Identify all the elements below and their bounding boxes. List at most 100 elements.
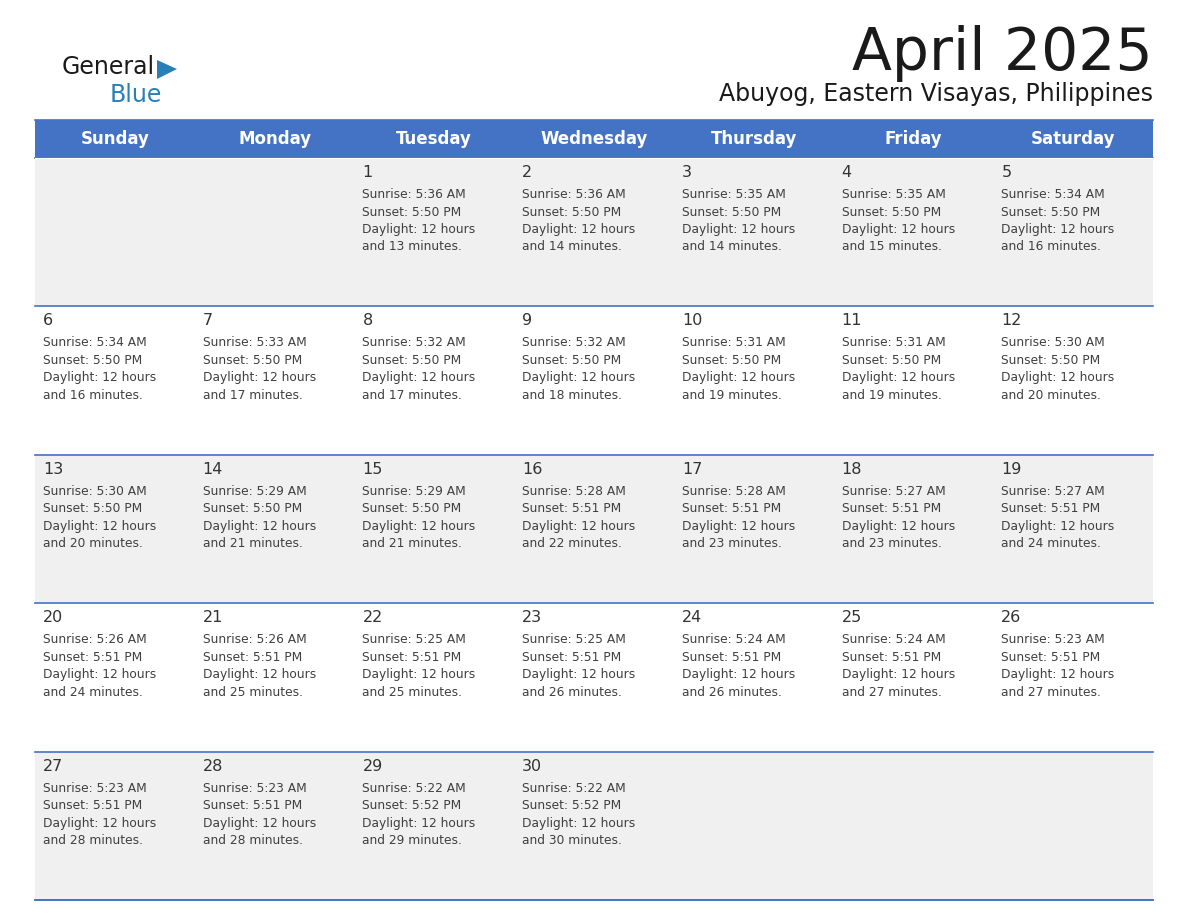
Text: 29: 29	[362, 758, 383, 774]
Text: Sunset: 5:51 PM: Sunset: 5:51 PM	[841, 502, 941, 515]
Text: Daylight: 12 hours: Daylight: 12 hours	[682, 668, 795, 681]
Bar	[34, 603, 1154, 752]
Text: Sunset: 5:51 PM: Sunset: 5:51 PM	[682, 651, 781, 664]
Text: 7: 7	[203, 313, 213, 329]
Text: 16: 16	[523, 462, 543, 476]
Text: Daylight: 12 hours: Daylight: 12 hours	[841, 668, 955, 681]
Text: Monday: Monday	[238, 130, 311, 148]
Text: and 24 minutes.: and 24 minutes.	[43, 686, 143, 699]
Text: and 14 minutes.: and 14 minutes.	[523, 241, 623, 253]
Text: Daylight: 12 hours: Daylight: 12 hours	[43, 520, 157, 532]
Text: Sunrise: 5:23 AM: Sunrise: 5:23 AM	[43, 781, 147, 795]
Text: Sunset: 5:50 PM: Sunset: 5:50 PM	[523, 354, 621, 367]
Text: and 13 minutes.: and 13 minutes.	[362, 241, 462, 253]
Text: and 21 minutes.: and 21 minutes.	[362, 537, 462, 550]
Text: and 26 minutes.: and 26 minutes.	[682, 686, 782, 699]
Text: Sunrise: 5:36 AM: Sunrise: 5:36 AM	[523, 188, 626, 201]
Text: and 16 minutes.: and 16 minutes.	[43, 389, 143, 402]
Text: and 18 minutes.: and 18 minutes.	[523, 389, 623, 402]
Text: Daylight: 12 hours: Daylight: 12 hours	[43, 817, 157, 830]
Text: Sunset: 5:51 PM: Sunset: 5:51 PM	[841, 651, 941, 664]
Text: Daylight: 12 hours: Daylight: 12 hours	[682, 372, 795, 385]
Polygon shape	[157, 60, 177, 79]
Text: Sunrise: 5:34 AM: Sunrise: 5:34 AM	[1001, 188, 1105, 201]
Text: Sunrise: 5:30 AM: Sunrise: 5:30 AM	[43, 485, 147, 498]
Text: Daylight: 12 hours: Daylight: 12 hours	[203, 372, 316, 385]
Text: Sunrise: 5:26 AM: Sunrise: 5:26 AM	[43, 633, 147, 646]
Text: Daylight: 12 hours: Daylight: 12 hours	[523, 668, 636, 681]
Text: Sunrise: 5:27 AM: Sunrise: 5:27 AM	[841, 485, 946, 498]
Text: 14: 14	[203, 462, 223, 476]
Text: Daylight: 12 hours: Daylight: 12 hours	[1001, 372, 1114, 385]
Bar	[34, 120, 1154, 158]
Text: Blue: Blue	[110, 83, 163, 107]
Text: and 25 minutes.: and 25 minutes.	[203, 686, 303, 699]
Text: and 21 minutes.: and 21 minutes.	[203, 537, 303, 550]
Text: Sunset: 5:51 PM: Sunset: 5:51 PM	[362, 651, 462, 664]
Text: Sunset: 5:51 PM: Sunset: 5:51 PM	[523, 651, 621, 664]
Text: Daylight: 12 hours: Daylight: 12 hours	[43, 668, 157, 681]
Text: and 20 minutes.: and 20 minutes.	[1001, 389, 1101, 402]
Text: 13: 13	[43, 462, 63, 476]
Text: Sunrise: 5:35 AM: Sunrise: 5:35 AM	[682, 188, 785, 201]
Text: Sunset: 5:50 PM: Sunset: 5:50 PM	[362, 502, 462, 515]
Text: Daylight: 12 hours: Daylight: 12 hours	[362, 668, 475, 681]
Text: Daylight: 12 hours: Daylight: 12 hours	[1001, 668, 1114, 681]
Text: and 19 minutes.: and 19 minutes.	[682, 389, 782, 402]
Text: Sunrise: 5:23 AM: Sunrise: 5:23 AM	[203, 781, 307, 795]
Text: Sunset: 5:51 PM: Sunset: 5:51 PM	[203, 799, 302, 812]
Text: 9: 9	[523, 313, 532, 329]
Text: and 17 minutes.: and 17 minutes.	[203, 389, 303, 402]
Text: and 17 minutes.: and 17 minutes.	[362, 389, 462, 402]
Text: and 14 minutes.: and 14 minutes.	[682, 241, 782, 253]
Text: and 30 minutes.: and 30 minutes.	[523, 834, 623, 847]
Text: and 26 minutes.: and 26 minutes.	[523, 686, 623, 699]
Text: 10: 10	[682, 313, 702, 329]
Text: Friday: Friday	[885, 130, 942, 148]
Text: Sunrise: 5:30 AM: Sunrise: 5:30 AM	[1001, 336, 1105, 350]
Text: Daylight: 12 hours: Daylight: 12 hours	[523, 520, 636, 532]
Text: Sunset: 5:50 PM: Sunset: 5:50 PM	[362, 354, 462, 367]
Text: Daylight: 12 hours: Daylight: 12 hours	[1001, 520, 1114, 532]
Text: Daylight: 12 hours: Daylight: 12 hours	[523, 223, 636, 236]
Text: 5: 5	[1001, 165, 1011, 180]
Text: 15: 15	[362, 462, 383, 476]
Bar	[34, 454, 1154, 603]
Text: 23: 23	[523, 610, 542, 625]
Text: Sunset: 5:50 PM: Sunset: 5:50 PM	[523, 206, 621, 218]
Text: Sunset: 5:51 PM: Sunset: 5:51 PM	[1001, 502, 1100, 515]
Bar	[34, 158, 1154, 307]
Text: Sunrise: 5:29 AM: Sunrise: 5:29 AM	[203, 485, 307, 498]
Text: Abuyog, Eastern Visayas, Philippines: Abuyog, Eastern Visayas, Philippines	[719, 82, 1154, 106]
Text: Sunset: 5:50 PM: Sunset: 5:50 PM	[203, 354, 302, 367]
Text: Daylight: 12 hours: Daylight: 12 hours	[362, 223, 475, 236]
Text: 24: 24	[682, 610, 702, 625]
Text: 19: 19	[1001, 462, 1022, 476]
Text: Sunrise: 5:23 AM: Sunrise: 5:23 AM	[1001, 633, 1105, 646]
Text: 30: 30	[523, 758, 542, 774]
Text: Sunset: 5:51 PM: Sunset: 5:51 PM	[43, 651, 143, 664]
Text: Daylight: 12 hours: Daylight: 12 hours	[1001, 223, 1114, 236]
Text: Daylight: 12 hours: Daylight: 12 hours	[203, 817, 316, 830]
Text: Tuesday: Tuesday	[397, 130, 472, 148]
Text: April 2025: April 2025	[852, 25, 1154, 82]
Text: Sunrise: 5:32 AM: Sunrise: 5:32 AM	[523, 336, 626, 350]
Text: and 19 minutes.: and 19 minutes.	[841, 389, 941, 402]
Text: Daylight: 12 hours: Daylight: 12 hours	[203, 520, 316, 532]
Text: Sunrise: 5:36 AM: Sunrise: 5:36 AM	[362, 188, 466, 201]
Text: Sunrise: 5:25 AM: Sunrise: 5:25 AM	[523, 633, 626, 646]
Text: Sunset: 5:51 PM: Sunset: 5:51 PM	[682, 502, 781, 515]
Text: Sunrise: 5:31 AM: Sunrise: 5:31 AM	[682, 336, 785, 350]
Text: 3: 3	[682, 165, 691, 180]
Text: Sunset: 5:50 PM: Sunset: 5:50 PM	[43, 502, 143, 515]
Text: Daylight: 12 hours: Daylight: 12 hours	[523, 817, 636, 830]
Text: Daylight: 12 hours: Daylight: 12 hours	[43, 372, 157, 385]
Text: 2: 2	[523, 165, 532, 180]
Text: Wednesday: Wednesday	[541, 130, 647, 148]
Text: Daylight: 12 hours: Daylight: 12 hours	[841, 520, 955, 532]
Text: Sunrise: 5:28 AM: Sunrise: 5:28 AM	[523, 485, 626, 498]
Text: 6: 6	[43, 313, 53, 329]
Text: Sunset: 5:52 PM: Sunset: 5:52 PM	[523, 799, 621, 812]
Text: 11: 11	[841, 313, 862, 329]
Text: Sunset: 5:51 PM: Sunset: 5:51 PM	[1001, 651, 1100, 664]
